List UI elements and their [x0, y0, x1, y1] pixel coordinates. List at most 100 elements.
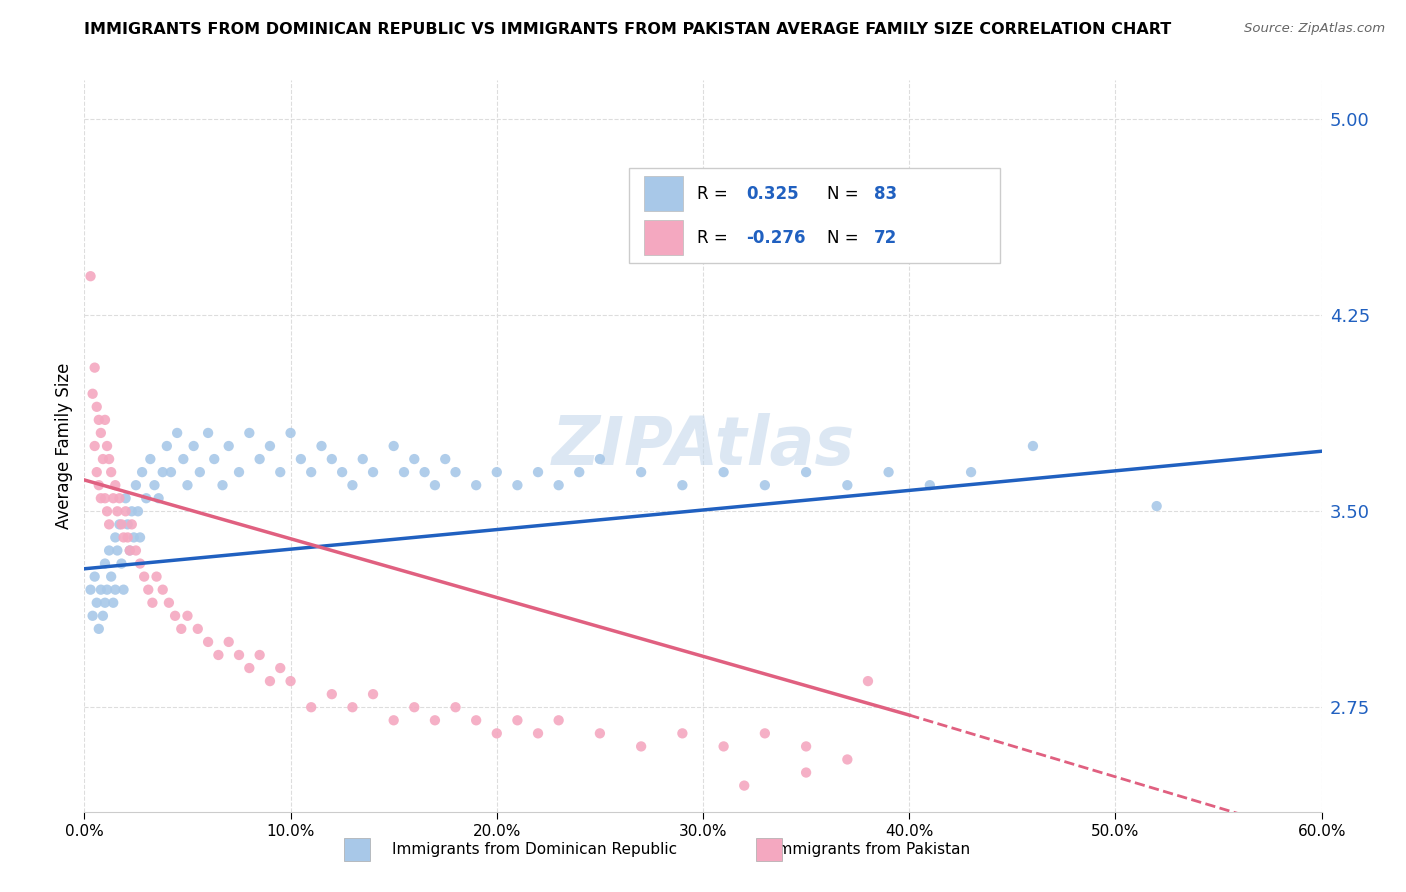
- Text: Immigrants from Pakistan: Immigrants from Pakistan: [773, 842, 970, 856]
- Point: [733, 779, 755, 793]
- Point: [110, 557, 132, 571]
- Point: [145, 569, 167, 583]
- Point: [311, 439, 333, 453]
- Point: [90, 582, 112, 597]
- Point: [176, 478, 198, 492]
- Point: [630, 465, 652, 479]
- Point: [87, 622, 110, 636]
- Point: [238, 661, 260, 675]
- Text: 72: 72: [873, 228, 897, 246]
- Point: [96, 582, 118, 597]
- Point: [444, 465, 467, 479]
- Point: [152, 465, 174, 479]
- Point: [877, 465, 900, 479]
- Point: [114, 504, 136, 518]
- Point: [112, 582, 135, 597]
- Point: [197, 425, 219, 440]
- Point: [342, 700, 364, 714]
- Point: [423, 714, 446, 728]
- Point: [110, 517, 132, 532]
- Point: [117, 517, 139, 532]
- Point: [104, 530, 127, 544]
- Point: [211, 478, 233, 492]
- Point: [228, 465, 250, 479]
- Point: [183, 439, 205, 453]
- Point: [269, 465, 291, 479]
- Point: [280, 674, 302, 689]
- Point: [589, 452, 612, 467]
- Point: [423, 478, 446, 492]
- Point: [856, 674, 879, 689]
- Point: [290, 452, 312, 467]
- Point: [118, 543, 141, 558]
- Point: [568, 465, 591, 479]
- Point: [91, 452, 114, 467]
- FancyBboxPatch shape: [644, 176, 683, 211]
- Point: [100, 465, 122, 479]
- Text: 83: 83: [873, 185, 897, 202]
- Point: [87, 413, 110, 427]
- Text: -0.276: -0.276: [747, 228, 806, 246]
- Point: [207, 648, 229, 662]
- Point: [136, 582, 159, 597]
- Point: [1146, 499, 1168, 513]
- Point: [918, 478, 941, 492]
- Point: [125, 543, 148, 558]
- Point: [83, 569, 105, 583]
- Point: [506, 714, 529, 728]
- Point: [90, 491, 112, 506]
- Point: [166, 425, 188, 440]
- Point: [218, 439, 240, 453]
- Point: [238, 425, 260, 440]
- Text: N =: N =: [827, 185, 863, 202]
- FancyBboxPatch shape: [644, 220, 683, 255]
- Point: [83, 439, 105, 453]
- Text: 0.325: 0.325: [747, 185, 799, 202]
- Point: [754, 478, 776, 492]
- Point: [361, 687, 384, 701]
- Point: [86, 400, 108, 414]
- Point: [794, 465, 817, 479]
- Point: [713, 465, 735, 479]
- Point: [114, 491, 136, 506]
- Point: [321, 452, 343, 467]
- Point: [104, 478, 127, 492]
- Point: [152, 582, 174, 597]
- Point: [465, 714, 488, 728]
- Point: [671, 726, 693, 740]
- Point: [86, 596, 108, 610]
- Point: [105, 543, 128, 558]
- Point: [139, 452, 162, 467]
- Point: [404, 452, 426, 467]
- Point: [148, 491, 170, 506]
- Point: [86, 465, 108, 479]
- Point: [100, 569, 122, 583]
- Point: [108, 517, 131, 532]
- Point: [330, 465, 353, 479]
- Point: [121, 517, 143, 532]
- Point: [127, 504, 149, 518]
- Text: IMMIGRANTS FROM DOMINICAN REPUBLIC VS IMMIGRANTS FROM PAKISTAN AVERAGE FAMILY SI: IMMIGRANTS FROM DOMINICAN REPUBLIC VS IM…: [84, 22, 1171, 37]
- Point: [125, 478, 148, 492]
- Point: [105, 504, 128, 518]
- FancyBboxPatch shape: [628, 168, 1000, 263]
- Point: [87, 478, 110, 492]
- Point: [280, 425, 302, 440]
- Point: [837, 752, 859, 766]
- Point: [117, 530, 139, 544]
- Point: [96, 439, 118, 453]
- Point: [135, 491, 157, 506]
- Point: [143, 478, 166, 492]
- Point: [754, 726, 776, 740]
- Point: [485, 465, 508, 479]
- Point: [157, 596, 180, 610]
- Point: [118, 543, 141, 558]
- Point: [90, 425, 112, 440]
- Point: [79, 582, 101, 597]
- Point: [527, 465, 550, 479]
- Point: [94, 491, 117, 506]
- Point: [630, 739, 652, 754]
- Point: [506, 478, 529, 492]
- Point: [104, 582, 127, 597]
- Point: [392, 465, 415, 479]
